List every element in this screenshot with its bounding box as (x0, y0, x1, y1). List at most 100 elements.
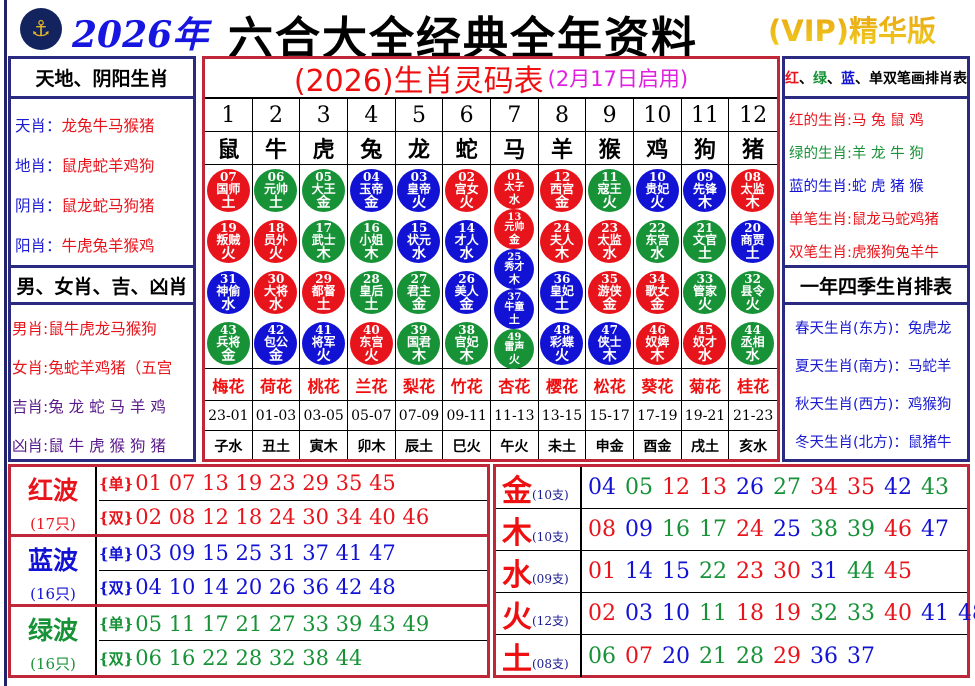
element-number: 25 (773, 517, 801, 542)
number-ball: 33 管家火 (683, 271, 727, 314)
ball-title: 夫人 (549, 233, 574, 248)
number-ball: 48 彩蝶火 (540, 322, 584, 365)
element-number: 43 (921, 475, 949, 500)
wave-name: 绿波 (27, 616, 78, 645)
ball-area: 06 元帅土 18 员外火 30 大将水 42 包公金 (252, 165, 300, 369)
row-value: 兔 龙 蛇 马 羊 鸡 (48, 398, 166, 416)
ball-element: 土 (364, 296, 379, 313)
number-ball: 40 东宫火 (349, 322, 393, 365)
ball-number: 32 (744, 271, 761, 286)
row-value: 龙兔牛马猴猪 (61, 117, 155, 135)
ball-title: 太监 (740, 182, 765, 197)
ball-element: 水 (745, 347, 760, 364)
element-number: 30 (773, 559, 801, 584)
outer-frame (4, 0, 7, 686)
ball-title: 员外 (263, 233, 288, 248)
flower-name: 荷花 (252, 369, 300, 401)
element-number: 41 (921, 601, 949, 626)
earthly-branch: 未土 (547, 438, 576, 455)
ball-number: 27 (410, 271, 428, 286)
flower-name: 竹花 (443, 369, 490, 401)
ball-title: 丞相 (740, 335, 765, 350)
list-item: 男肖:鼠牛虎龙马猴狗 (12, 317, 157, 339)
hour-range: 21-23 (729, 401, 777, 431)
ball-element: 金 (221, 347, 236, 364)
column-index: 4 (348, 99, 395, 132)
element-number: 34 (810, 475, 838, 500)
ball-number: 25 (507, 251, 522, 263)
ball-title: 包公 (263, 335, 288, 350)
ball-title: 牛童 (504, 302, 525, 314)
ball-element: 木 (508, 272, 520, 286)
element-number: 16 (662, 517, 690, 542)
element-name: 水 (502, 557, 532, 593)
ball-number: 37 (507, 291, 522, 303)
row-label: 冬天生肖(北方)： (795, 435, 908, 451)
ball-element: 金 (554, 194, 569, 211)
column-index: 2 (252, 99, 300, 132)
list-item: 阴肖：鼠龙蛇马狗猪 (15, 194, 155, 216)
wave-numbers: 03 09 15 25 31 37 41 47 (135, 541, 396, 566)
number-ball: 43 兵将金 (206, 322, 250, 365)
ball-title: 寇王 (597, 182, 622, 197)
ball-number: 40 (362, 322, 380, 337)
element-number: 07 (625, 643, 653, 669)
element-number: 09 (625, 517, 653, 542)
ball-number: 42 (267, 322, 285, 337)
row-value: 牛虎兔羊猴鸡 (61, 237, 155, 255)
element-number: 47 (921, 517, 949, 542)
list-item: 秋天生肖(西方)：鸡猴狗 (795, 393, 951, 414)
zodiac-column: 12 猪 08 太监木 20 商贾土 32 县令火 44 丞相水桂花 21-23 亥水 (729, 99, 777, 459)
element-number: 02 (588, 601, 616, 626)
ball-number: 28 (362, 271, 380, 286)
parity-label: {双} (99, 508, 134, 527)
column-index: 12 (729, 99, 777, 132)
row-value: 蛇 虎 猪 猴 (851, 179, 924, 195)
number-ball: 22 东宫水 (635, 220, 679, 263)
ball-element: 火 (650, 194, 665, 211)
row-label: 阳肖： (15, 237, 62, 255)
ball-number: 02 (458, 169, 475, 184)
ball-title: 管家 (692, 284, 717, 299)
list-item: 红的生肖:马 兔 鼠 鸡 (789, 109, 924, 130)
element-name: 土 (502, 642, 532, 677)
ball-element: 火 (554, 347, 569, 364)
ball-title: 太监 (597, 233, 622, 248)
ball-title: 西宫 (549, 182, 574, 197)
hour-range: 09-11 (443, 401, 490, 431)
table-subtitle: (2月17日启用) (547, 67, 689, 91)
hour-range: 17-19 (634, 401, 681, 431)
earthly-branch: 申金 (595, 438, 624, 455)
wave-group-green: 绿波 (16只) {单} 05 11 17 21 27 33 39 43 49 {双} 0… (11, 607, 487, 675)
element-count: (12支) (532, 614, 569, 628)
zodiac-name: 猴 (586, 132, 633, 165)
number-ball: 01 太子水 (494, 169, 535, 209)
element-number: 44 (847, 559, 875, 584)
column-index: 1 (205, 99, 252, 132)
element-name: 金 (502, 473, 532, 509)
number-ball: 42 包公金 (254, 322, 298, 365)
ball-area: 01 太子水 13 元帅金 25 秀才木 37 牛童土 49 雷声火 (491, 165, 538, 369)
column-index: 11 (681, 99, 729, 132)
flower-name: 梨花 (395, 369, 443, 401)
row-label: 双笔生肖: (789, 245, 852, 261)
flower-name: 梅花 (205, 369, 252, 401)
ball-number: 04 (362, 169, 380, 184)
element-number: 33 (847, 601, 875, 626)
element-number: 46 (884, 517, 912, 542)
ball-element: 木 (459, 347, 474, 364)
ball-element: 土 (697, 245, 712, 262)
ball-element: 火 (268, 245, 283, 262)
number-ball: 12 西宫金 (540, 169, 584, 212)
number-ball: 24 夫人木 (540, 220, 584, 263)
row-value: 鸡猴狗 (907, 397, 952, 413)
ball-title: 兵将 (216, 335, 241, 350)
ball-element: 火 (697, 296, 712, 313)
wave-numbers: 04 10 14 20 26 36 42 48 (135, 575, 396, 600)
column-index: 6 (443, 99, 490, 132)
earthly-branch: 巳火 (452, 438, 481, 455)
ball-element: 金 (459, 296, 474, 313)
ball-number: 36 (553, 271, 571, 286)
ball-element: 水 (602, 245, 617, 262)
element-number: 48 (958, 601, 975, 626)
